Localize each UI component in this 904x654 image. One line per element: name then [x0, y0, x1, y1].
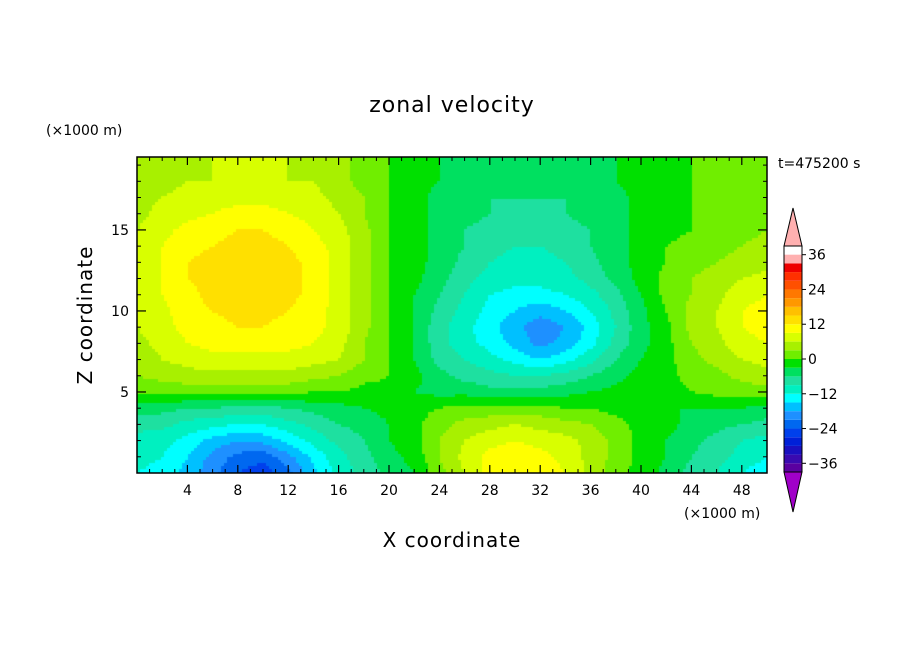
y-tick-label: 5	[120, 385, 129, 401]
colorbar-swatch	[784, 315, 802, 325]
colorbar-swatch	[784, 454, 802, 464]
colorbar-swatch	[784, 350, 802, 359]
y-axis-label: Z coordinate	[73, 246, 97, 385]
x-tick-label: 44	[682, 483, 700, 499]
colorbar-label: −12	[808, 387, 838, 403]
colorbar-swatch	[784, 272, 802, 281]
colorbar-swatch	[784, 289, 802, 299]
colorbar-swatch	[784, 376, 802, 386]
colorbar-swatch	[784, 428, 802, 438]
x-tick-label: 40	[632, 483, 650, 499]
colorbar-swatch	[784, 463, 802, 472]
colorbar-swatch	[784, 280, 802, 290]
colorbar-swatch	[784, 306, 802, 316]
colorbar-label: −24	[808, 422, 838, 438]
colorbar-swatch	[784, 393, 802, 403]
x-tick-label: 32	[531, 483, 549, 499]
y-axis: 5 10 15	[111, 164, 767, 458]
x-axis-label: X coordinate	[383, 528, 522, 552]
colorbar-swatch	[784, 402, 802, 412]
colorbar-swatch	[784, 419, 802, 429]
colorbar-swatch	[784, 254, 802, 264]
colorbar-label: −36	[808, 456, 838, 472]
x-unit-label: (×1000 m)	[684, 506, 760, 522]
x-tick-label: 36	[582, 483, 600, 499]
x-tick-label: 16	[330, 483, 348, 499]
x-tick-label: 20	[380, 483, 398, 499]
x-tick-label: 12	[279, 483, 297, 499]
colorbar-swatch	[784, 437, 802, 446]
colorbar-swatch	[784, 411, 802, 420]
chart-title: zonal velocity	[369, 93, 535, 118]
y-unit-label: (×1000 m)	[46, 123, 122, 139]
x-tick-label: 48	[733, 483, 751, 499]
colorbar-label: 24	[808, 282, 826, 298]
colorbar-swatch	[784, 341, 802, 351]
colorbar-swatch	[784, 385, 802, 394]
colorbar-label: 12	[808, 317, 826, 333]
colorbar-swatch	[784, 367, 802, 377]
x-tick-label: 28	[481, 483, 499, 499]
x-tick-label: 4	[183, 483, 192, 499]
colorbar-swatch	[784, 263, 802, 273]
y-tick-label: 15	[111, 223, 129, 239]
time-label: t=475200 s	[778, 156, 860, 172]
y-tick-label: 10	[111, 304, 129, 320]
colorbar-swatch	[784, 324, 802, 333]
x-axis: 4 8 12 16 20 24 28 32 36 40 44 48	[149, 157, 755, 499]
x-tick-label: 24	[430, 483, 448, 499]
contour-field	[137, 157, 767, 473]
colorbar-swatch	[784, 359, 802, 368]
colorbar-swatch	[784, 445, 802, 455]
x-tick-label: 8	[233, 483, 242, 499]
colorbar-swatch	[784, 298, 802, 307]
colorbar-over-arrow	[783, 207, 803, 247]
colorbar: 36 24 12 0 −12 −24 −36	[783, 207, 838, 513]
colorbar-label: 0	[808, 352, 817, 368]
colorbar-swatch	[784, 332, 802, 342]
colorbar-under-arrow	[783, 471, 803, 513]
colorbar-label: 36	[808, 248, 826, 264]
